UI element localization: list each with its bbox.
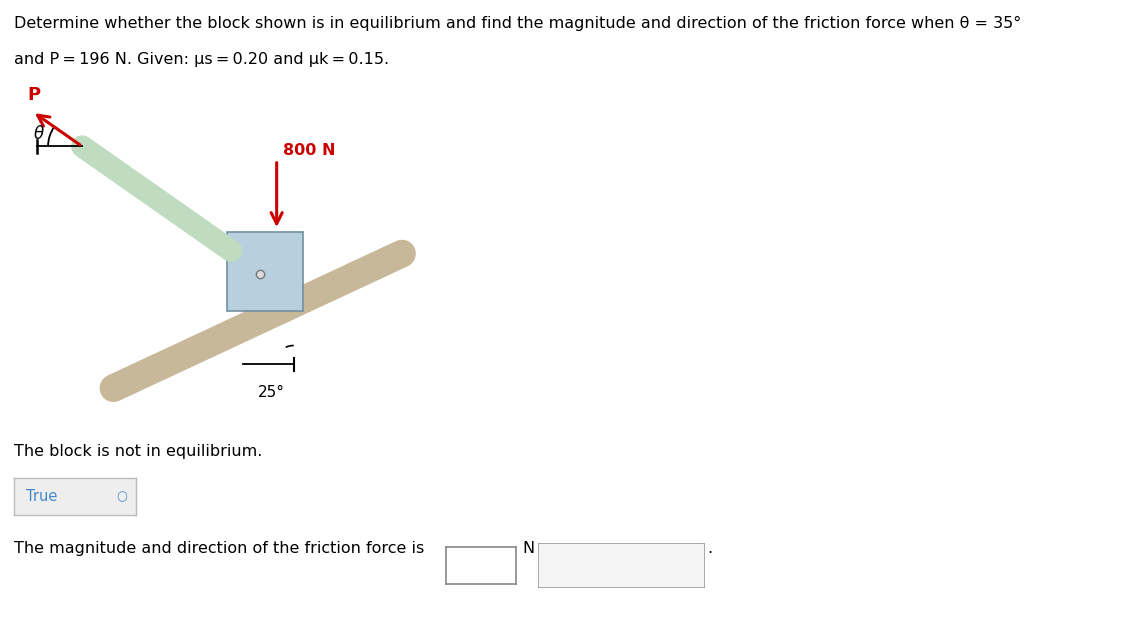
Text: P: P bbox=[27, 86, 41, 104]
Text: 800 N: 800 N bbox=[283, 143, 337, 158]
Text: and P = 196 N. Given: μs = 0.20 and μk = 0.15.: and P = 196 N. Given: μs = 0.20 and μk =… bbox=[14, 52, 389, 66]
Text: The block is not in equilibrium.: The block is not in equilibrium. bbox=[14, 444, 262, 459]
Text: ○: ○ bbox=[679, 559, 689, 572]
Text: ○: ○ bbox=[116, 490, 127, 503]
Bar bbox=[227, 232, 304, 312]
Text: The magnitude and direction of the friction force is: The magnitude and direction of the frict… bbox=[14, 541, 424, 556]
Text: .: . bbox=[707, 541, 713, 556]
Text: Determine whether the block shown is in equilibrium and find the magnitude and d: Determine whether the block shown is in … bbox=[14, 16, 1021, 31]
Text: N: N bbox=[522, 541, 534, 556]
Text: κ: κ bbox=[558, 558, 567, 573]
Text: θ: θ bbox=[34, 126, 44, 144]
Text: True: True bbox=[26, 489, 57, 504]
Text: 25°: 25° bbox=[257, 385, 284, 401]
FancyBboxPatch shape bbox=[529, 542, 714, 589]
